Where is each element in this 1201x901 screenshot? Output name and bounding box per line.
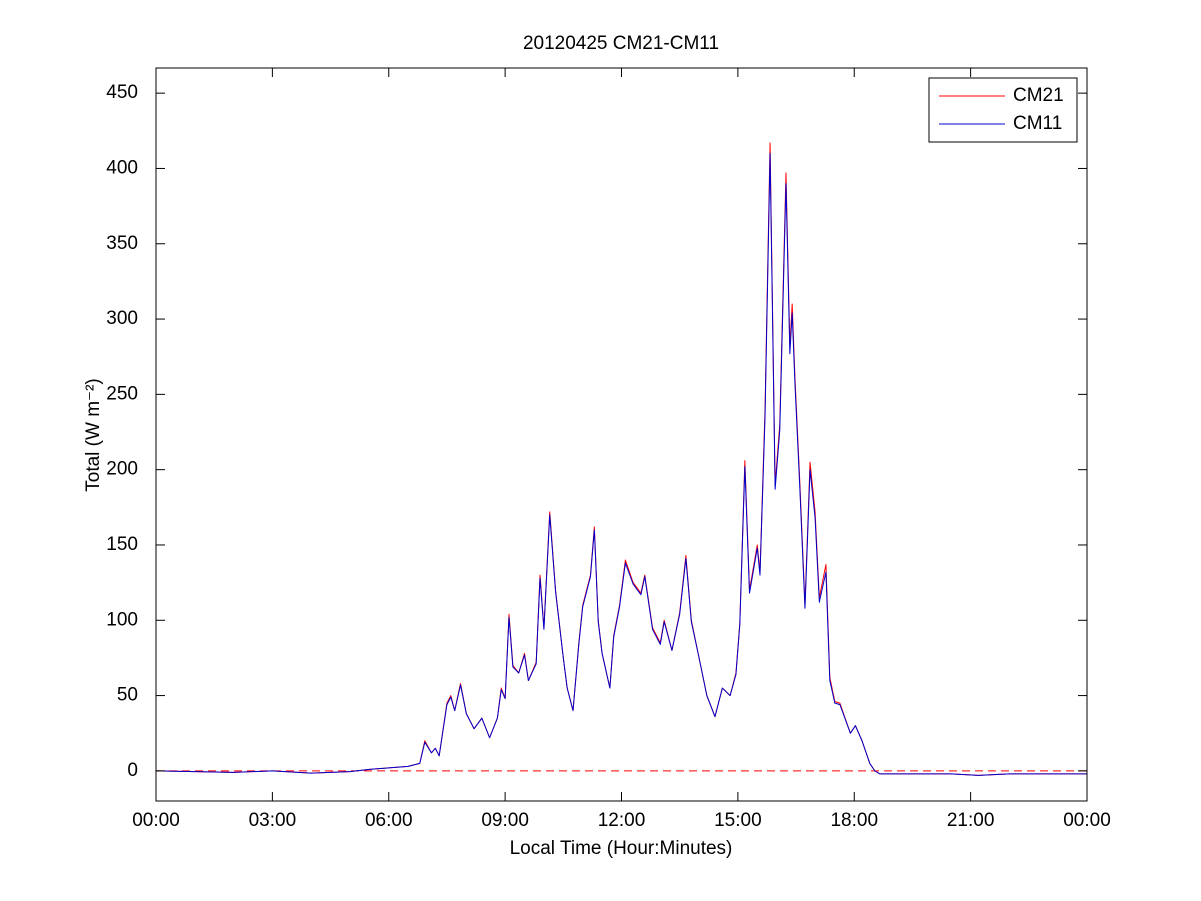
y-tick-label: 250 (106, 383, 138, 404)
x-tick-label: 06:00 (365, 810, 413, 831)
y-tick-label: 50 (117, 685, 138, 706)
y-tick-label: 150 (106, 534, 138, 555)
legend-label: CM11 (1013, 113, 1062, 134)
x-tick-label: 21:00 (947, 810, 995, 831)
data-line (155, 152, 1087, 776)
chart-title: 20120425 CM21-CM11 (523, 33, 719, 54)
x-tick-label: 15:00 (714, 810, 762, 831)
y-tick-label: 200 (106, 459, 138, 480)
legend-box (928, 77, 1078, 143)
y-tick-label: 400 (106, 157, 138, 178)
y-tick-label: 450 (106, 82, 138, 103)
x-axis-label: Local Time (Hour:Minutes) (510, 838, 733, 859)
x-tick-label: 00:00 (132, 810, 180, 831)
y-tick-label: 0 (127, 760, 138, 781)
x-tick-label: 12:00 (598, 810, 646, 831)
x-tick-label: 00:00 (1063, 810, 1111, 831)
x-tick-label: 09:00 (481, 810, 529, 831)
y-tick-label: 300 (106, 308, 138, 329)
legend-label: CM21 (1013, 85, 1064, 106)
y-tick-label: 350 (106, 233, 138, 254)
y-tick-label: 100 (106, 609, 138, 630)
y-axis-label: Total (W m⁻²) (83, 378, 104, 491)
x-tick-label: 03:00 (249, 810, 297, 831)
x-tick-label: 18:00 (830, 810, 878, 831)
